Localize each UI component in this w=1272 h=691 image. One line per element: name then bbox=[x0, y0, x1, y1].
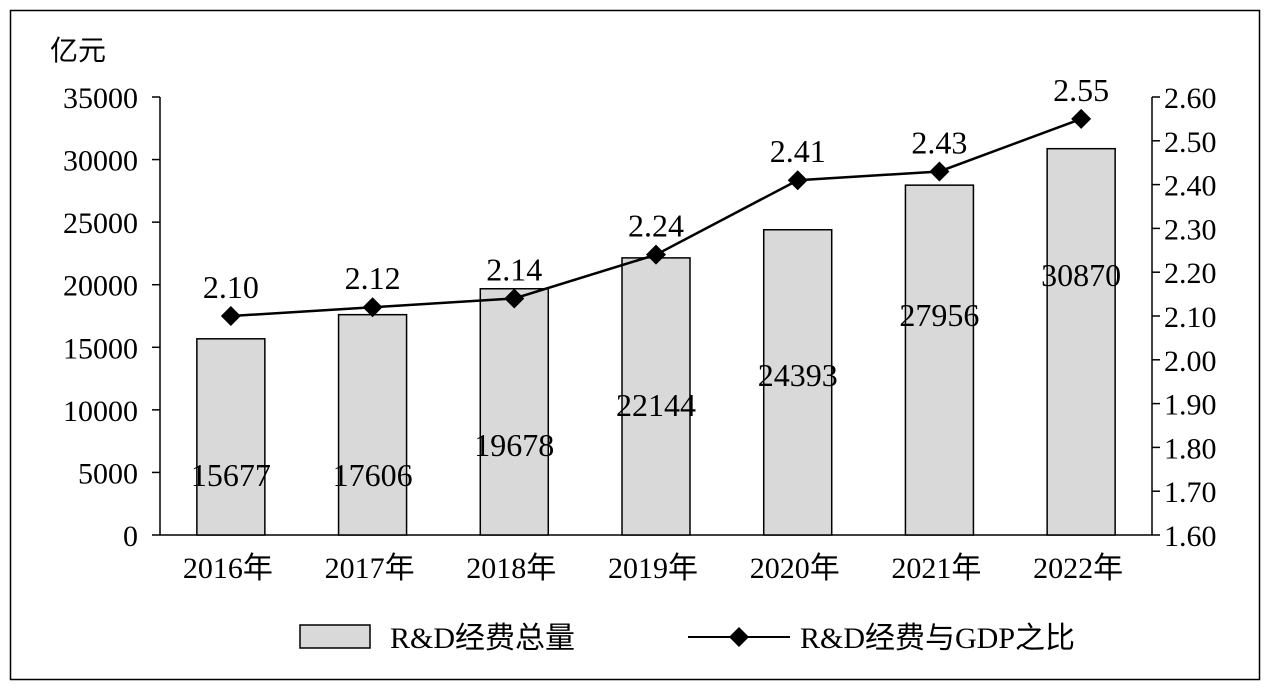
right-tick-label: 2.40 bbox=[1164, 170, 1217, 203]
bar bbox=[904, 184, 975, 536]
bar bbox=[621, 257, 691, 536]
right-tick-label: 2.60 bbox=[1164, 82, 1217, 115]
right-tick-label: 1.90 bbox=[1164, 389, 1217, 422]
ratio-marker bbox=[1071, 108, 1092, 129]
line-data-label: 2.14 bbox=[486, 251, 542, 287]
right-tick-label: 2.50 bbox=[1164, 126, 1217, 159]
left-tick-label: 20000 bbox=[63, 270, 138, 303]
x-tick-label: 2017年 bbox=[325, 552, 415, 585]
legend-line-label: R&D经费与GDP之比 bbox=[800, 622, 1075, 655]
right-tick-label: 2.10 bbox=[1164, 301, 1217, 334]
legend-bar-swatch bbox=[299, 624, 371, 649]
ratio-marker bbox=[787, 170, 808, 191]
x-tick-label: 2019年 bbox=[608, 552, 698, 585]
left-tick-label: 0 bbox=[123, 520, 138, 553]
line-data-label: 2.12 bbox=[345, 260, 401, 296]
bar bbox=[479, 287, 550, 536]
bar-data-label: 24393 bbox=[758, 357, 838, 393]
x-tick-label: 2022年 bbox=[1033, 552, 1123, 585]
bar bbox=[337, 313, 408, 536]
x-tick-label: 2021年 bbox=[891, 552, 981, 585]
left-tick-label: 35000 bbox=[63, 82, 138, 115]
left-tick-label: 25000 bbox=[63, 207, 138, 240]
legend-diamond-marker bbox=[729, 627, 749, 647]
bar bbox=[1046, 147, 1116, 536]
right-tick-label: 2.20 bbox=[1164, 257, 1217, 290]
right-tick-label: 1.80 bbox=[1164, 432, 1217, 465]
bar-data-label: 30870 bbox=[1041, 257, 1121, 293]
ratio-marker bbox=[220, 306, 241, 326]
line-data-label: 2.55 bbox=[1053, 72, 1109, 108]
bar-data-label: 27956 bbox=[899, 297, 979, 333]
legend: R&D经费总量 R&D经费与GDP之比 bbox=[299, 622, 1075, 655]
bar-data-label: 17606 bbox=[333, 457, 413, 493]
bar-data-label: 22144 bbox=[616, 387, 696, 423]
x-tick-label: 2020年 bbox=[750, 552, 840, 585]
x-tick-label: 2016年 bbox=[183, 552, 273, 585]
left-tick-label: 10000 bbox=[63, 395, 138, 428]
right-tick-label: 1.70 bbox=[1164, 476, 1217, 509]
line-data-label: 2.41 bbox=[770, 133, 826, 169]
legend-bar-label: R&D经费总量 bbox=[390, 622, 575, 655]
left-tick-label: 30000 bbox=[63, 145, 138, 178]
right-tick-label: 1.60 bbox=[1164, 520, 1217, 553]
left-tick-label: 15000 bbox=[63, 332, 138, 365]
right-tick-label: 2.30 bbox=[1164, 213, 1217, 246]
ratio-marker bbox=[646, 244, 666, 265]
line-data-label: 2.43 bbox=[911, 124, 967, 160]
x-tick-label: 2018年 bbox=[466, 552, 556, 585]
y-axis-label: 亿元 bbox=[50, 35, 106, 67]
bar-data-label: 19678 bbox=[474, 427, 554, 463]
line-data-label: 2.24 bbox=[628, 208, 684, 244]
ratio-marker bbox=[929, 161, 950, 182]
bar-data-label: 15677 bbox=[191, 457, 271, 493]
ratio-marker bbox=[362, 297, 383, 318]
left-tick-label: 5000 bbox=[78, 457, 138, 490]
right-tick-label: 2.00 bbox=[1164, 345, 1217, 378]
bar bbox=[196, 338, 266, 536]
line-data-label: 2.10 bbox=[203, 269, 259, 305]
bar bbox=[762, 228, 833, 536]
ratio-marker bbox=[504, 288, 525, 309]
